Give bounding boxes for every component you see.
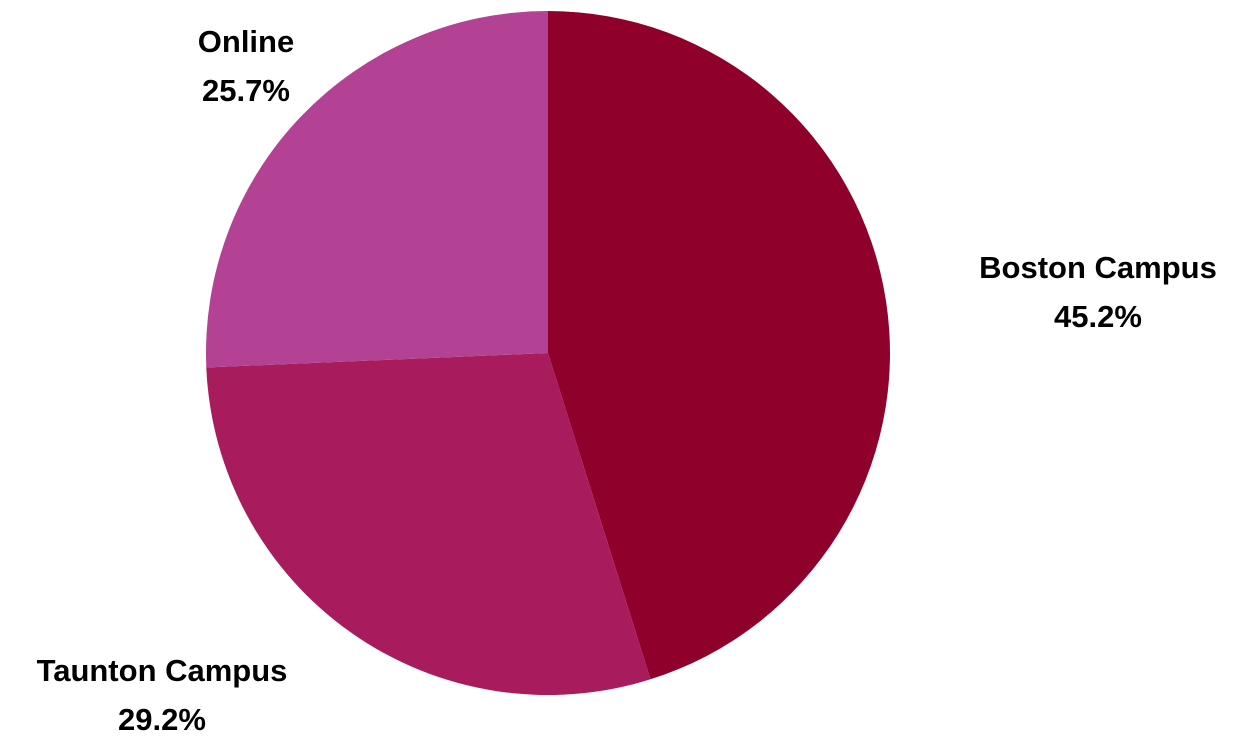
slice-name-online: Online (198, 24, 294, 59)
pie-labels: Boston Campus 45.2% Taunton Campus 29.2% Onl… (37, 24, 1217, 737)
pie-slice-boston-campus (548, 11, 890, 680)
slice-name-boston-campus: Boston Campus (979, 250, 1217, 285)
slice-value-online: 25.7% (202, 73, 290, 108)
pie-slice-taunton-campus (206, 353, 651, 695)
slice-value-taunton-campus: 29.2% (118, 702, 206, 737)
slice-name-taunton-campus: Taunton Campus (37, 653, 288, 688)
pie-slice-online (206, 11, 549, 368)
slice-value-boston-campus: 45.2% (1054, 299, 1142, 334)
pie-slices (206, 11, 890, 695)
